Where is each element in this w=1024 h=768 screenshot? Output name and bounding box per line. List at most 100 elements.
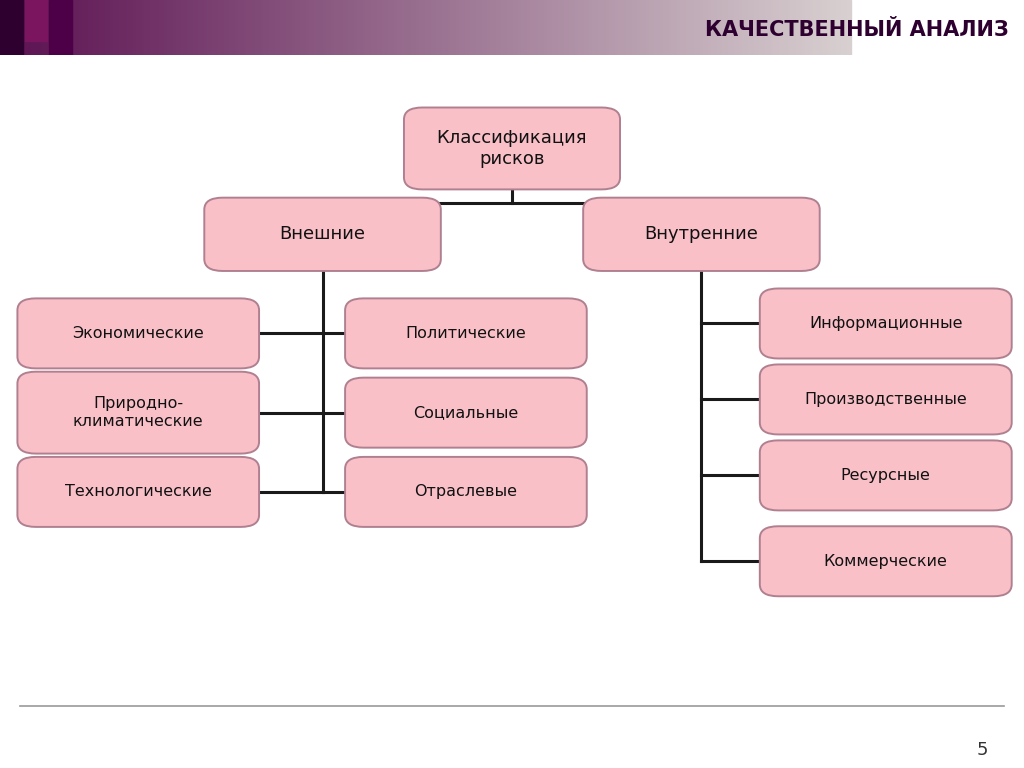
Bar: [459, 0, 463, 55]
Bar: [762, 0, 766, 55]
Bar: [422, 0, 426, 55]
Bar: [699, 0, 703, 55]
Bar: [278, 0, 282, 55]
Bar: [578, 0, 582, 55]
Bar: [391, 0, 395, 55]
Bar: [348, 0, 352, 55]
Bar: [813, 0, 817, 55]
Bar: [104, 0, 109, 55]
Bar: [314, 0, 318, 55]
Text: Политические: Политические: [406, 326, 526, 341]
Bar: [479, 0, 482, 55]
Bar: [249, 0, 253, 55]
Text: Технологические: Технологические: [65, 485, 212, 499]
Bar: [31, 0, 35, 55]
Bar: [521, 0, 525, 55]
Bar: [601, 0, 604, 55]
Bar: [819, 0, 822, 55]
Bar: [210, 0, 213, 55]
Bar: [632, 0, 636, 55]
Bar: [433, 0, 437, 55]
Bar: [408, 0, 412, 55]
Bar: [550, 0, 553, 55]
Bar: [286, 0, 290, 55]
Bar: [51, 0, 55, 55]
Bar: [436, 0, 440, 55]
Bar: [199, 0, 202, 55]
Bar: [739, 0, 743, 55]
Bar: [810, 0, 814, 55]
Bar: [269, 0, 273, 55]
Bar: [617, 0, 622, 55]
Bar: [507, 0, 511, 55]
Bar: [510, 0, 514, 55]
Bar: [266, 0, 270, 55]
Bar: [603, 0, 607, 55]
Bar: [759, 0, 763, 55]
Bar: [144, 0, 148, 55]
Bar: [164, 0, 168, 55]
Bar: [504, 0, 508, 55]
Bar: [91, 0, 94, 55]
Bar: [686, 0, 689, 55]
Bar: [111, 0, 115, 55]
Bar: [289, 0, 293, 55]
Bar: [11, 0, 15, 55]
Bar: [717, 0, 721, 55]
Bar: [156, 0, 160, 55]
FancyBboxPatch shape: [17, 299, 259, 369]
Bar: [691, 0, 695, 55]
Bar: [592, 0, 596, 55]
Bar: [49, 0, 72, 55]
FancyBboxPatch shape: [760, 440, 1012, 511]
Bar: [544, 0, 548, 55]
Bar: [827, 0, 831, 55]
Text: Экономические: Экономические: [73, 326, 204, 341]
Bar: [170, 0, 174, 55]
Bar: [646, 0, 650, 55]
Bar: [447, 0, 452, 55]
Bar: [122, 0, 126, 55]
Text: Внутренние: Внутренние: [644, 225, 759, 243]
Text: Ресурсные: Ресурсные: [841, 468, 931, 483]
Bar: [343, 0, 347, 55]
Bar: [272, 0, 275, 55]
Bar: [722, 0, 726, 55]
Bar: [284, 0, 287, 55]
Bar: [683, 0, 687, 55]
Bar: [300, 0, 304, 55]
Bar: [374, 0, 378, 55]
Bar: [476, 0, 480, 55]
Bar: [614, 0, 618, 55]
Bar: [748, 0, 752, 55]
Bar: [672, 0, 675, 55]
Bar: [824, 0, 828, 55]
Bar: [677, 0, 681, 55]
FancyBboxPatch shape: [17, 372, 259, 454]
Bar: [385, 0, 389, 55]
Bar: [388, 0, 392, 55]
Bar: [816, 0, 820, 55]
Bar: [575, 0, 579, 55]
Bar: [734, 0, 737, 55]
Bar: [96, 0, 100, 55]
Bar: [204, 0, 208, 55]
Bar: [839, 0, 843, 55]
Bar: [184, 0, 188, 55]
Bar: [399, 0, 403, 55]
Bar: [473, 0, 477, 55]
Bar: [833, 0, 837, 55]
FancyBboxPatch shape: [760, 289, 1012, 359]
Bar: [116, 0, 120, 55]
Bar: [29, 0, 32, 55]
Bar: [133, 0, 137, 55]
Bar: [502, 0, 505, 55]
FancyBboxPatch shape: [403, 108, 620, 190]
Bar: [629, 0, 633, 55]
Bar: [595, 0, 599, 55]
Bar: [108, 0, 112, 55]
FancyBboxPatch shape: [760, 526, 1012, 596]
Bar: [643, 0, 647, 55]
Bar: [547, 0, 551, 55]
Bar: [88, 0, 92, 55]
